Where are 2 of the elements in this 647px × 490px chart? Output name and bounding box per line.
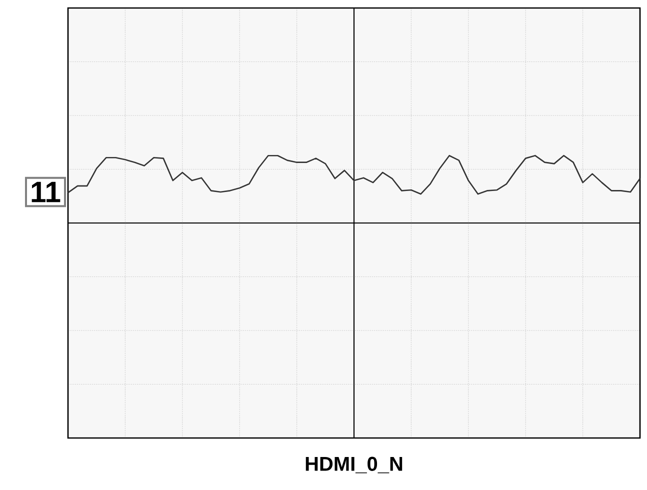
text: HDMI_0_N bbox=[306, 456, 402, 474]
text: 11 bbox=[32, 182, 60, 202]
